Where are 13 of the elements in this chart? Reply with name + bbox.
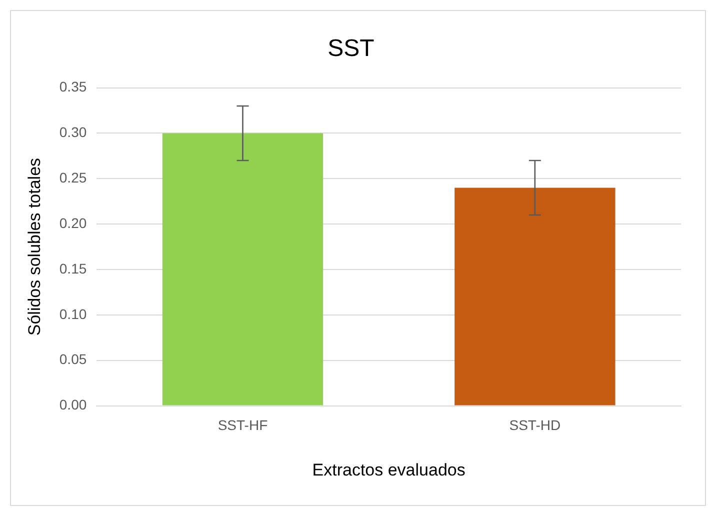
x-axis-title: Extractos evaluados [312, 460, 466, 480]
y-tick-label: 0.15 [59, 260, 87, 276]
y-axis-title: Sólidos solubles totales [24, 158, 44, 336]
y-tick-label: 0.30 [59, 124, 87, 140]
y-tick-label: 0.10 [59, 306, 87, 322]
y-tick-label: 0.05 [59, 351, 87, 368]
y-tick-label: 0.35 [59, 78, 87, 95]
y-tick-label: 0.25 [59, 170, 87, 186]
chart-title: SST [328, 35, 375, 62]
y-tick-label: 0.00 [59, 396, 87, 413]
y-tick-label: 0.20 [59, 214, 87, 231]
x-tick-label: SST-HF [218, 417, 268, 434]
x-tick-label: SST-HD [509, 417, 561, 434]
